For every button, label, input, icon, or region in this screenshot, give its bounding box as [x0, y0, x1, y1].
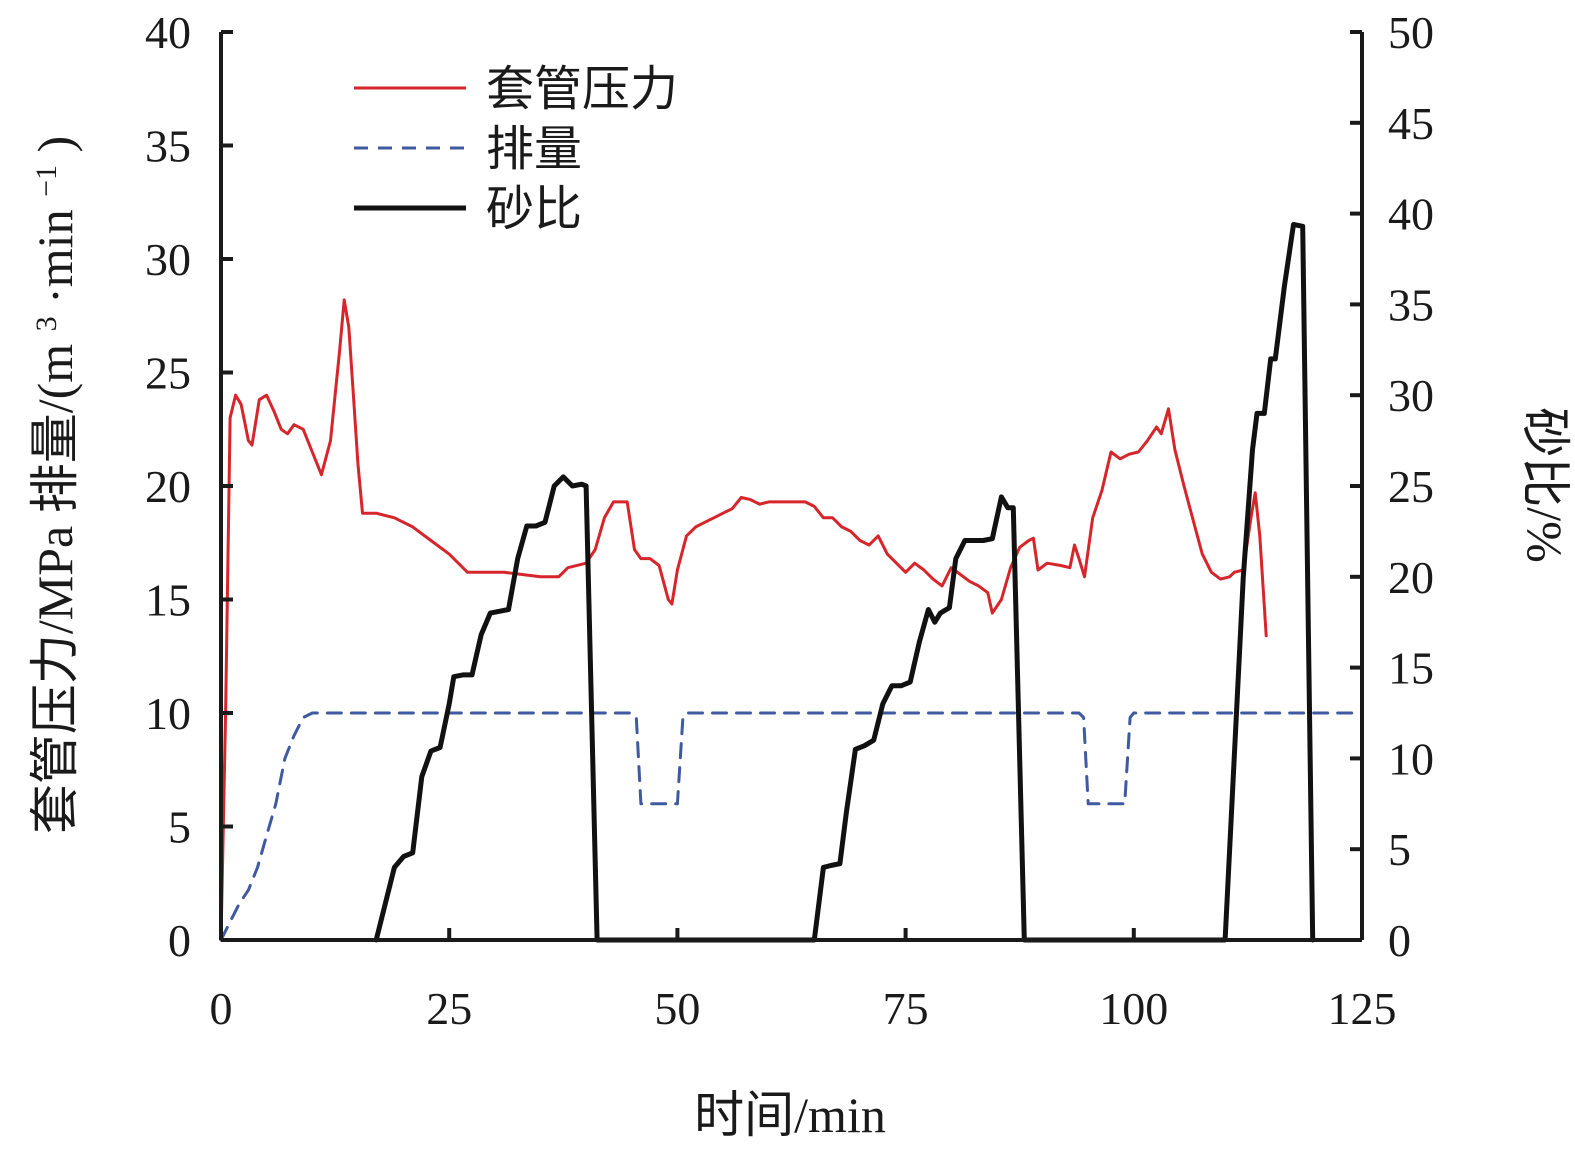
- y-left-tick-label: 35: [145, 121, 191, 172]
- y-right-tick-label: 20: [1388, 552, 1434, 603]
- legend-label-sand: 砂比: [486, 183, 582, 236]
- y-left-title-rate-sup1: 3: [30, 316, 63, 331]
- y-left-title-rate-sup2: −1: [30, 165, 63, 197]
- y-right-tick-label: 35: [1388, 279, 1434, 330]
- x-tick-label: 25: [426, 983, 472, 1034]
- y-left-tick-label: 30: [145, 234, 191, 285]
- x-tick-label: 0: [210, 983, 233, 1034]
- y-right-tick-label: 5: [1388, 824, 1411, 875]
- series-line-pressure: [219, 298, 1268, 942]
- y-left-title-pressure: 套管压力/MPa: [27, 526, 83, 834]
- legend-label-pressure: 套管压力: [486, 63, 678, 116]
- y-right-tick-label: 15: [1388, 643, 1434, 694]
- x-tick-label: 75: [883, 983, 929, 1034]
- series-line-rate: [219, 711, 1355, 942]
- x-axis-title: 时间/min: [694, 1087, 886, 1143]
- x-tick-label: 125: [1328, 983, 1397, 1034]
- y-right-tick-label: 10: [1388, 733, 1434, 784]
- axes: 0 25 50 75 100 125 0 5 10 15 20 25 30 35 40 0 5 10 15 20 25 3…: [145, 7, 1434, 1034]
- y-left-tick-label: 10: [145, 688, 191, 739]
- series-line-sand: [373, 222, 1316, 943]
- y-right-tick-label: 25: [1388, 461, 1434, 512]
- plot-lines: [219, 222, 1355, 943]
- y-left-tick-label: 25: [145, 348, 191, 399]
- y-right-axis-title: 砂比/%: [1517, 407, 1573, 563]
- y-left-title-rate-mid: ·min: [27, 209, 83, 303]
- legend-label-rate: 排量: [486, 123, 582, 176]
- y-left-tick-label: 0: [168, 915, 191, 966]
- y-left-tick-label: 5: [168, 802, 191, 853]
- y-left-tick-label: 15: [145, 575, 191, 626]
- y-left-tick-label: 40: [145, 7, 191, 58]
- y-right-tick-label: 50: [1388, 7, 1434, 58]
- y-right-tick-label: 40: [1388, 189, 1434, 240]
- x-tick-label: 100: [1099, 983, 1168, 1034]
- y-left-axis-title: 套管压力/MPa 排量/(m 3 ·min −1 ): [27, 136, 83, 834]
- y-left-title-rate-suffix: ): [27, 136, 83, 153]
- y-left-title-rate-prefix: 排量/(m: [27, 344, 83, 514]
- y-right-tick-label: 45: [1388, 98, 1434, 149]
- y-right-tick-label: 30: [1388, 370, 1434, 421]
- x-tick-label: 50: [654, 983, 700, 1034]
- y-left-tick-label: 20: [145, 461, 191, 512]
- y-right-tick-label: 0: [1388, 915, 1411, 966]
